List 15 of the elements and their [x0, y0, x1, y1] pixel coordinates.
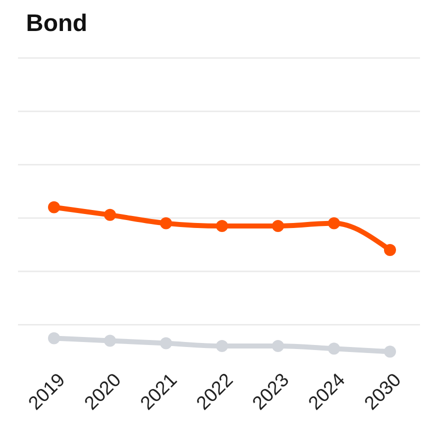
point [216, 220, 228, 232]
point [160, 337, 172, 350]
point [272, 340, 284, 352]
point [328, 217, 340, 230]
point [216, 340, 228, 352]
point [384, 346, 396, 358]
point [272, 220, 284, 232]
point [104, 334, 116, 347]
point [328, 342, 340, 355]
point [48, 201, 60, 214]
chart-title: Bond [26, 10, 88, 38]
point [48, 332, 60, 344]
point [160, 217, 172, 230]
point [104, 208, 116, 221]
point [384, 244, 396, 256]
